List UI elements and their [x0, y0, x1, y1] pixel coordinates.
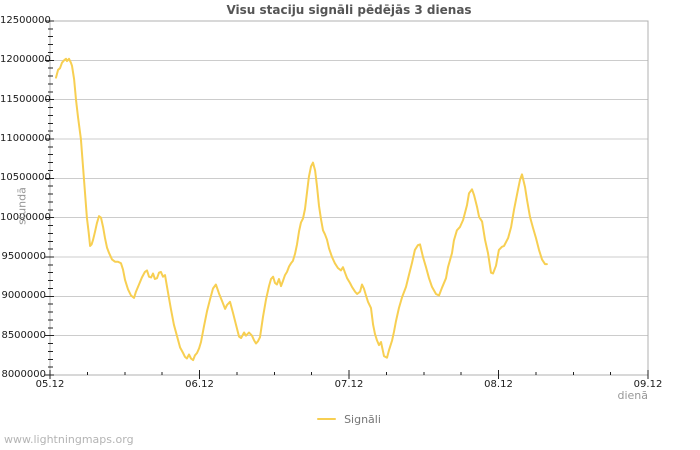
x-tick-label: 06.12	[185, 379, 214, 390]
y-tick-label: 8000000	[1, 369, 46, 380]
plot-border	[49, 20, 649, 376]
y-tick-label: 9000000	[1, 290, 46, 302]
y-tick-label: 11000000	[0, 133, 51, 144]
legend: Signāli	[50, 412, 648, 426]
y-tick-label: 10000000	[0, 211, 51, 223]
x-tick-label: 09.12	[633, 379, 663, 390]
y-tick-label: 12500000	[0, 15, 51, 26]
x-axis-label: dienā	[617, 389, 648, 402]
watermark: www.lightningmaps.org	[4, 433, 134, 446]
chart-title: Visu staciju signāli pēdējās 3 dienas	[226, 3, 472, 17]
y-axis-label: stundā	[15, 187, 29, 225]
signals-line	[55, 57, 548, 362]
x-tick-label: 07.12	[334, 379, 364, 390]
y-tick-label: 9500000	[1, 251, 46, 262]
x-tick-label: 08.12	[484, 379, 513, 390]
y-tick-label: 11500000	[0, 93, 51, 105]
y-tick-label: 12000000	[0, 54, 51, 66]
y-tick-label: 8500000	[1, 329, 46, 341]
y-tick-label: 10500000	[0, 172, 51, 184]
legend-label: Signāli	[344, 412, 381, 426]
x-tick-label: 05.12	[35, 379, 65, 390]
legend-line-swatch	[317, 418, 337, 420]
